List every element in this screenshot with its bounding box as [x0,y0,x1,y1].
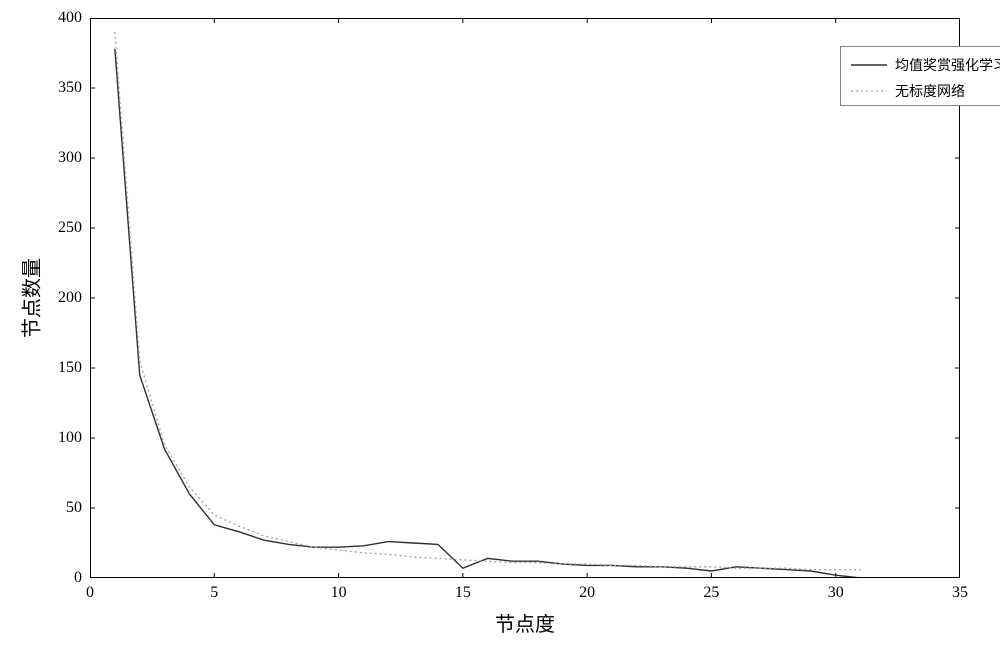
y-tick-label: 400 [58,9,82,27]
legend-item: 均值奖赏强化学习法 [851,55,1000,75]
legend-label: 均值奖赏强化学习法 [895,55,1000,75]
x-tick-label: 30 [828,584,844,602]
y-tick-label: 350 [58,79,82,97]
axis-border [90,18,960,578]
y-tick-label: 250 [58,219,82,237]
y-tick-label: 300 [58,149,82,167]
y-axis-label: 节点数量 [16,258,45,338]
figure: 均值奖赏强化学习法无标度网络 节点数量 节点度 0 5 10 15 20 25 30 35 0… [0,0,1000,649]
x-tick-label: 20 [579,584,595,602]
legend-swatch [851,59,887,71]
plot-area: 均值奖赏强化学习法无标度网络 [90,18,960,578]
legend-swatch [851,85,887,97]
x-axis-label: 节点度 [495,608,555,637]
x-tick-label: 5 [210,584,218,602]
legend-item: 无标度网络 [851,81,965,101]
x-tick-label: 35 [952,584,968,602]
y-tick-label: 100 [58,429,82,447]
x-tick-label: 15 [455,584,471,602]
legend-label: 无标度网络 [895,81,965,101]
y-tick-label: 50 [66,499,82,517]
x-tick-label: 0 [86,584,94,602]
x-tick-label: 25 [703,584,719,602]
y-tick-label: 0 [74,569,82,587]
y-tick-label: 150 [58,359,82,377]
x-tick-label: 10 [331,584,347,602]
y-tick-label: 200 [58,289,82,307]
legend-box: 均值奖赏强化学习法无标度网络 [840,46,1000,106]
